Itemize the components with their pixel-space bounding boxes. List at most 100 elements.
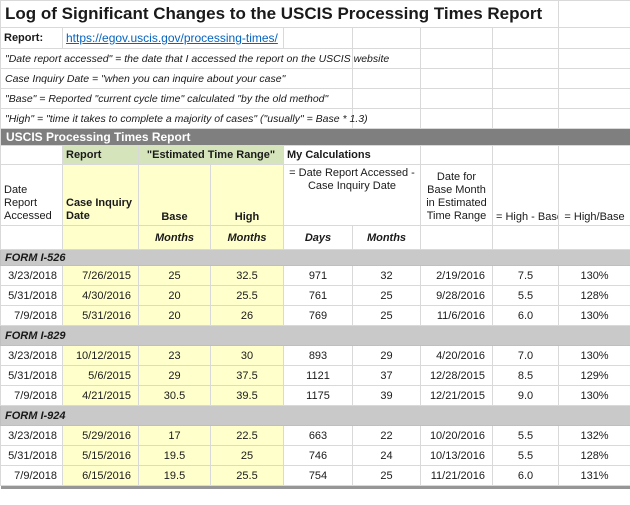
cell-date-for-base: 9/28/2016	[420, 285, 493, 306]
unit-high-months: Months	[210, 225, 284, 250]
cell-date-report-accessed: 7/9/2018	[0, 305, 63, 326]
cell-high-minus-base: 5.5	[491, 445, 560, 466]
cell-high: 22.5	[210, 425, 284, 446]
empty-cell	[491, 68, 560, 89]
empty-cell	[352, 68, 421, 89]
note-row: "Base" = Reported "current cycle time" c…	[0, 88, 630, 109]
unit-days: Days	[283, 225, 353, 250]
empty-cell	[420, 27, 493, 49]
unit-months: Months	[352, 225, 421, 250]
cell-date-report-accessed: 3/23/2018	[0, 265, 63, 286]
header-high-over-base: = High/Base	[558, 164, 630, 226]
empty-cell	[491, 88, 560, 109]
header-my-calculations: My Calculations	[283, 145, 421, 165]
cell-base: 30.5	[138, 385, 211, 406]
group-header-row: Report "Estimated Time Range" My Calcula…	[0, 145, 630, 165]
cell-high: 25.5	[210, 285, 284, 306]
cell-case-inquiry-date: 5/15/2016	[62, 445, 139, 466]
cell-base: 29	[138, 365, 211, 386]
empty-cell	[352, 27, 421, 49]
empty-cell	[0, 225, 63, 250]
cell-date-for-base: 4/20/2016	[420, 345, 493, 366]
cell-months: 39	[352, 385, 421, 406]
report-url-cell: https://egov.uscis.gov/processing-times/	[62, 27, 284, 49]
cell-days: 971	[283, 265, 353, 286]
title-row: Log of Significant Changes to the USCIS …	[0, 0, 630, 28]
cell-days: 769	[283, 305, 353, 326]
empty-cell	[558, 108, 630, 129]
cell-high-minus-base: 9.0	[491, 385, 560, 406]
empty-cell	[558, 0, 630, 28]
column-header-row: Date Report Accessed Case Inquiry Date B…	[0, 164, 630, 226]
empty-cell	[491, 108, 560, 129]
cell-date-report-accessed: 5/31/2018	[0, 445, 63, 466]
partial-section-strip	[0, 485, 630, 489]
cell-high-over-base: 131%	[558, 465, 630, 486]
cell-days: 761	[283, 285, 353, 306]
unit-base-months: Months	[138, 225, 211, 250]
cell-date-for-base: 11/21/2016	[420, 465, 493, 486]
cell-case-inquiry-date: 10/12/2015	[62, 345, 139, 366]
cell-days: 746	[283, 445, 353, 466]
cell-base: 19.5	[138, 445, 211, 466]
cell-days: 1121	[283, 365, 353, 386]
cell-base: 23	[138, 345, 211, 366]
empty-cell	[558, 68, 630, 89]
header-case-inquiry-date: Case Inquiry Date	[62, 164, 139, 226]
cell-months: 24	[352, 445, 421, 466]
table-row: 5/31/2018 4/30/2016 20 25.5 761 25 9/28/…	[0, 285, 630, 306]
cell-high-over-base: 128%	[558, 445, 630, 466]
strip-cell	[0, 485, 630, 489]
units-row: Months Months Days Months	[0, 225, 630, 250]
cell-high: 25.5	[210, 465, 284, 486]
empty-cell	[420, 68, 493, 89]
header-estimated-time-range: "Estimated Time Range"	[138, 145, 284, 165]
header-date-report-accessed: Date Report Accessed	[0, 164, 63, 226]
cell-date-report-accessed: 5/31/2018	[0, 365, 63, 386]
section-row: FORM I-829	[0, 325, 630, 346]
section-label-i526: FORM I-526	[0, 249, 630, 266]
cell-case-inquiry-date: 4/21/2015	[62, 385, 139, 406]
cell-high: 26	[210, 305, 284, 326]
header-base: Base	[138, 164, 211, 226]
cell-high-minus-base: 5.5	[491, 285, 560, 306]
processing-times-log-table: Log of Significant Changes to the USCIS …	[0, 0, 630, 489]
cell-high-over-base: 128%	[558, 285, 630, 306]
report-link-row: Report: https://egov.uscis.gov/processin…	[0, 27, 630, 49]
table-row: 3/23/2018 5/29/2016 17 22.5 663 22 10/20…	[0, 425, 630, 446]
cell-high-minus-base: 8.5	[491, 365, 560, 386]
empty-cell	[558, 88, 630, 109]
section-row: FORM I-526	[0, 249, 630, 266]
cell-months: 25	[352, 305, 421, 326]
note-base: "Base" = Reported "current cycle time" c…	[0, 88, 353, 109]
empty-cell	[558, 48, 630, 69]
table-row: 3/23/2018 10/12/2015 23 30 893 29 4/20/2…	[0, 345, 630, 366]
cell-high-over-base: 130%	[558, 385, 630, 406]
cell-date-for-base: 2/19/2016	[420, 265, 493, 286]
cell-high: 30	[210, 345, 284, 366]
cell-base: 25	[138, 265, 211, 286]
cell-date-for-base: 12/21/2015	[420, 385, 493, 406]
section-label-i924: FORM I-924	[0, 405, 630, 426]
empty-cell	[491, 145, 560, 165]
empty-cell	[420, 48, 493, 69]
table-row: 3/23/2018 7/26/2015 25 32.5 971 32 2/19/…	[0, 265, 630, 286]
header-high: High	[210, 164, 284, 226]
cell-high-minus-base: 6.0	[491, 465, 560, 486]
cell-high-minus-base: 6.0	[491, 305, 560, 326]
note-date-report-accessed: "Date report accessed" = the date that I…	[0, 48, 389, 69]
report-url-link[interactable]: https://egov.uscis.gov/processing-times/	[66, 31, 278, 45]
note-row: Case Inquiry Date = "when you can inquir…	[0, 68, 630, 89]
cell-high-over-base: 130%	[558, 345, 630, 366]
cell-date-report-accessed: 7/9/2018	[0, 465, 63, 486]
cell-date-report-accessed: 3/23/2018	[0, 345, 63, 366]
cell-high: 32.5	[210, 265, 284, 286]
report-label: Report:	[0, 27, 63, 49]
cell-high: 37.5	[210, 365, 284, 386]
cell-days: 1175	[283, 385, 353, 406]
empty-cell	[558, 27, 630, 49]
cell-date-for-base: 12/28/2015	[420, 365, 493, 386]
cell-case-inquiry-date: 5/6/2015	[62, 365, 139, 386]
note-high: "High" = "time it takes to complete a ma…	[0, 108, 368, 129]
